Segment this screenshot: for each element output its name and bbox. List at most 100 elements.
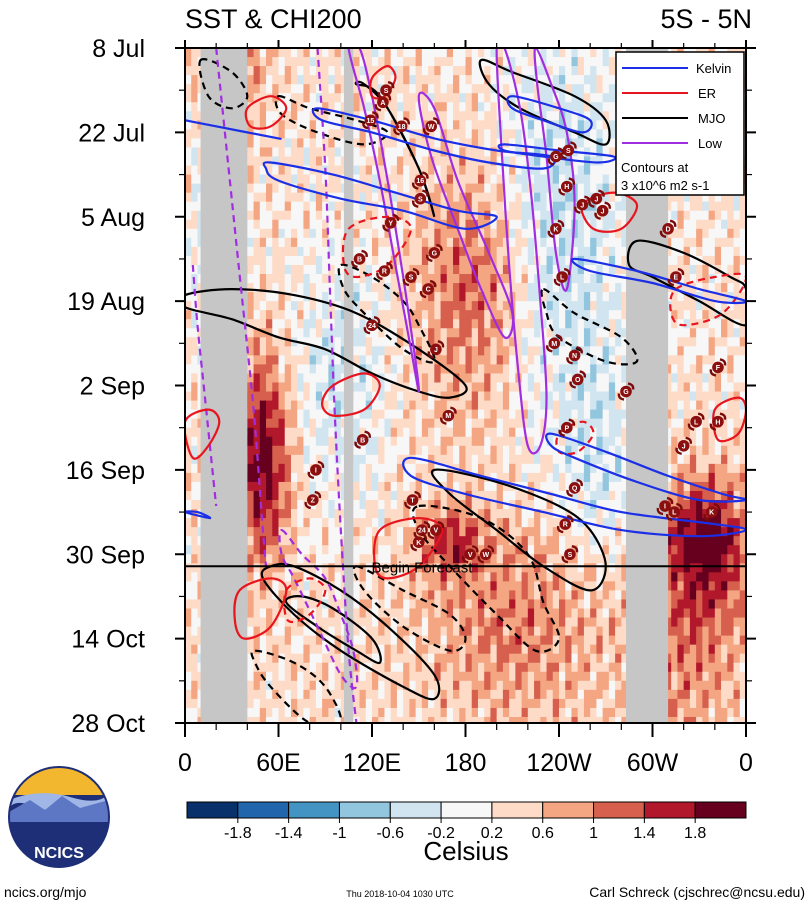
sst-cell [471,472,479,483]
sst-cell [297,400,304,411]
sst-cell [509,283,516,293]
sst-cell [527,48,535,58]
sst-cell [577,626,585,637]
sst-cell [534,563,541,573]
sst-cell [290,219,298,230]
sst-cell [421,246,429,257]
sst-cell [272,472,279,483]
sst-cell [527,156,535,166]
sst-cell [353,653,360,664]
sst-cell [266,590,273,600]
sst-cell [378,427,385,438]
sst-cell [496,201,504,212]
sst-cell [303,319,311,329]
sst-cell [521,364,529,374]
sst-cell [278,617,286,627]
sst-cell [546,66,554,76]
sst-cell [359,518,367,528]
sst-cell [534,545,541,555]
sst-cell [365,310,373,320]
sst-cell [403,409,410,420]
sst-cell [459,219,466,230]
sst-cell [272,445,279,456]
sst-cell [421,463,429,474]
sst-cell [565,500,572,510]
sst-cell [459,355,466,365]
sst-cell [471,409,479,420]
sst-cell [359,274,367,284]
sst-cell [534,373,541,383]
sst-cell [496,283,504,293]
sst-cell [428,382,435,392]
sst-cell [490,527,498,537]
sst-cell [191,319,198,329]
sst-cell [527,436,535,447]
sst-cell [490,418,498,429]
sst-cell [259,545,267,555]
sst-cell [297,689,304,700]
sst-cell [185,500,192,510]
sst-cell [390,481,398,492]
sst-cell [559,364,566,374]
sst-cell [521,237,529,248]
sst-cell [446,283,454,293]
sst-cell [590,662,597,673]
sst-cell [384,698,392,709]
sst-cell [596,283,604,293]
sst-cell [527,445,535,456]
sst-cell [359,183,367,194]
sst-cell [440,698,448,709]
sst-cell [440,626,448,637]
sst-cell [459,707,466,718]
sst-cell [477,671,485,682]
sst-cell [384,400,392,411]
sst-cell [303,93,311,103]
sst-cell [428,427,435,438]
sst-cell [534,210,541,221]
sst-cell [446,698,454,709]
sst-cell [191,84,198,94]
sst-cell [502,84,510,94]
sst-cell [278,310,286,320]
sst-cell [521,518,529,528]
sst-cell [290,75,298,85]
sst-cell [559,237,566,248]
sst-cell [247,490,254,501]
sst-cell [278,283,286,293]
sst-cell [247,689,254,700]
sst-cell [328,418,335,429]
sst-cell [440,707,448,718]
sst-cell [453,653,460,664]
sst-cell [322,228,329,239]
sst-cell [577,219,585,230]
sst-cell [353,635,360,646]
sst-cell [290,490,298,501]
sst-cell [272,662,279,673]
sst-cell [390,454,398,465]
sst-cell [297,554,304,564]
sst-cell [421,418,429,429]
sst-cell [440,346,448,356]
sst-cell [552,680,560,691]
sst-cell [409,653,417,664]
sst-cell [515,536,522,546]
sst-cell [590,671,597,682]
sst-cell [372,671,379,682]
sst-cell [185,427,192,438]
sst-cell [384,644,392,655]
sst-cell [253,590,261,600]
sst-cell [540,264,547,275]
sst-cell [253,509,261,519]
sst-cell [484,228,491,239]
sst-cell [428,454,435,465]
sst-cell [409,138,417,148]
sst-cell [502,310,510,320]
sst-cell [446,590,454,600]
sst-cell [266,111,273,121]
sst-cell [334,662,342,673]
sst-cell [309,93,317,103]
sst-cell [278,608,286,618]
sst-cell [365,698,373,709]
sst-cell [378,319,385,329]
sst-cell [272,355,279,365]
